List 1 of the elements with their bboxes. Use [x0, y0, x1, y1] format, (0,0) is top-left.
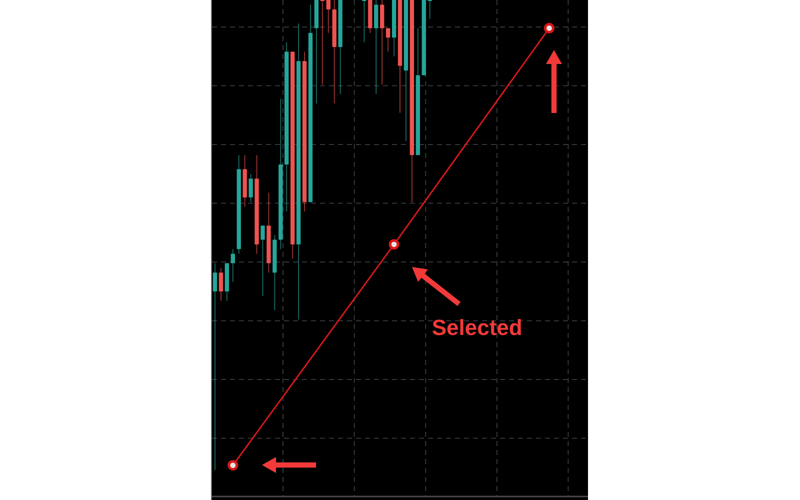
annotation: Selected [432, 315, 522, 340]
